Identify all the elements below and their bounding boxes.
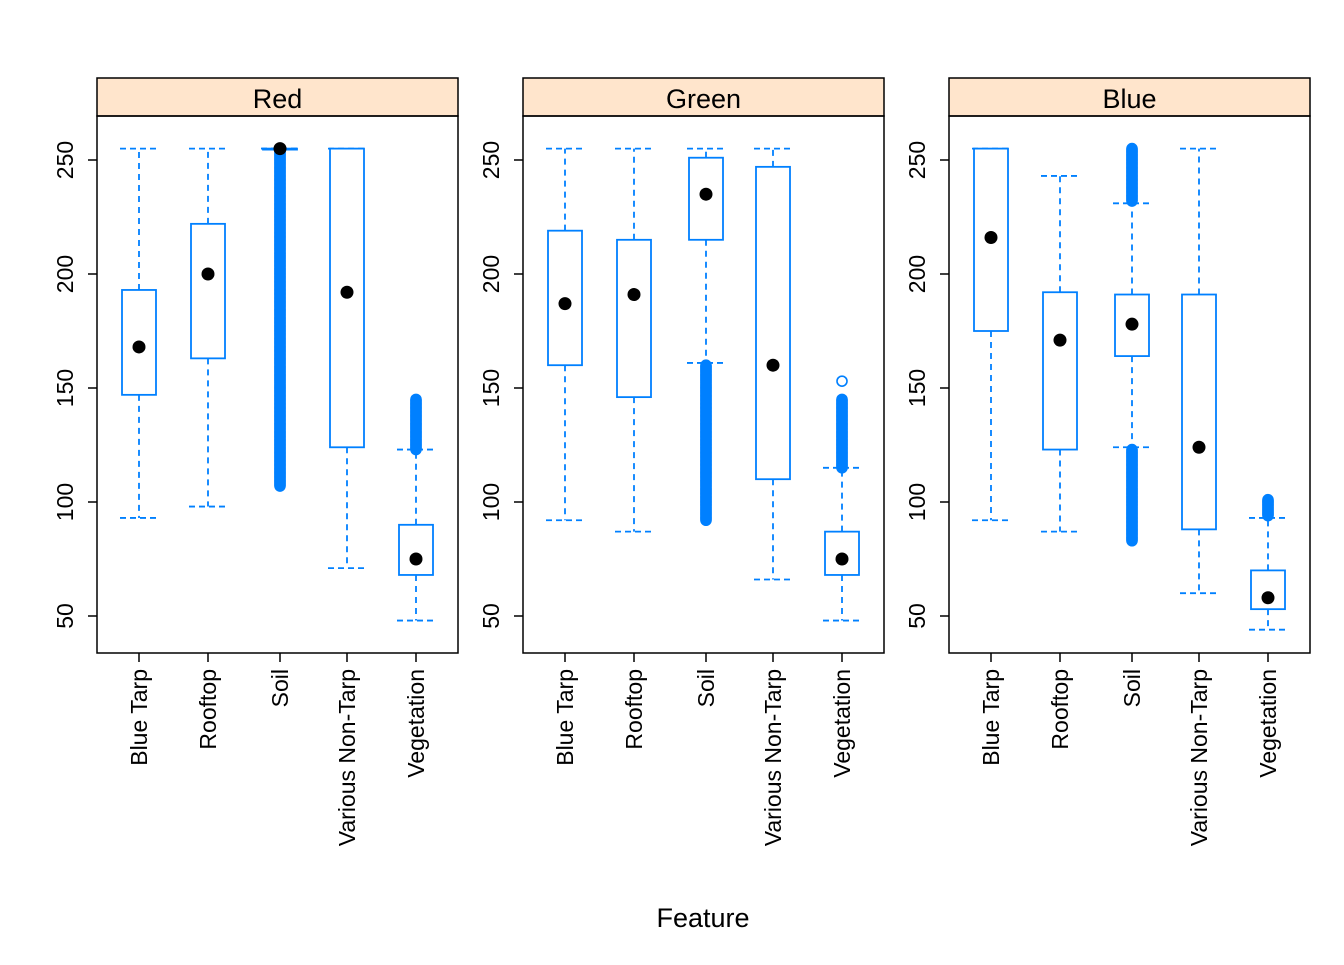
- x-category-label: Soil: [1119, 669, 1145, 707]
- panel-strip-label: Red: [253, 84, 303, 114]
- iqr-box: [824, 530, 860, 576]
- y-tick-label: 150: [52, 369, 78, 407]
- x-category-label: Soil: [267, 669, 293, 707]
- median-dot: [1261, 591, 1275, 605]
- x-category-label: Rooftop: [621, 669, 647, 750]
- iqr-box: [329, 147, 365, 449]
- box-blue-tarp: Blue Tarp: [120, 147, 158, 766]
- y-tick-label: 150: [904, 369, 930, 407]
- box-rooftop: Rooftop: [189, 147, 227, 750]
- panel-blue: Blue 50 100 150 200 250 Blue Tarp Rooftop Soil Va…: [904, 77, 1311, 846]
- iqr-box: [547, 229, 583, 367]
- y-tick-label: 250: [478, 141, 504, 179]
- y-tick-label: 200: [904, 255, 930, 293]
- box-vegetation: Vegetation: [397, 393, 435, 778]
- median-dot: [273, 142, 287, 156]
- median-dot: [1192, 440, 1206, 454]
- y-tick-label: 250: [904, 141, 930, 179]
- y-tick-label: 200: [52, 255, 78, 293]
- outlier-point: [1126, 443, 1138, 456]
- panel-strip: [96, 77, 459, 117]
- x-category-label: Soil: [693, 669, 719, 707]
- median-dot: [340, 285, 354, 299]
- panel-strip: [948, 77, 1311, 117]
- median-dot: [1053, 333, 1067, 347]
- x-category-label: Vegetation: [1255, 669, 1281, 778]
- panel-red: Red 50 100 150 200 250 Blue Tarp Rooftop Soil Var…: [52, 77, 459, 846]
- median-dot: [201, 267, 215, 281]
- x-category-label: Blue Tarp: [978, 669, 1004, 766]
- panel-strip-label: Blue: [1102, 84, 1156, 114]
- outlier-point: [836, 393, 848, 406]
- y-tick-label: 50: [52, 603, 78, 629]
- box-soil: Soil: [261, 142, 299, 707]
- iqr-box: [398, 523, 434, 576]
- panel-frame: [948, 115, 1311, 654]
- y-tick-label: 100: [904, 483, 930, 521]
- median-dot: [766, 358, 780, 372]
- iqr-box: [688, 156, 724, 241]
- y-tick-label: 100: [478, 483, 504, 521]
- median-dot: [1125, 317, 1139, 331]
- iqr-box: [1250, 569, 1286, 611]
- box-blue-tarp: Blue Tarp: [972, 147, 1010, 766]
- iqr-box: [616, 238, 652, 399]
- outlier-point: [410, 393, 422, 406]
- box-soil: Soil: [687, 147, 725, 707]
- iqr-box: [121, 289, 157, 396]
- panel-frame: [522, 115, 885, 654]
- box-vegetation: Vegetation: [1249, 493, 1287, 778]
- y-tick-label: 150: [478, 369, 504, 407]
- iqr-box: [755, 165, 791, 481]
- outlier-point: [836, 375, 848, 387]
- panel-green: Green 50 100 150 200 250 Blue Tarp Rooftop Soil V…: [478, 77, 885, 846]
- median-dot: [627, 288, 641, 302]
- x-category-label: Rooftop: [1047, 669, 1073, 750]
- median-dot: [699, 187, 713, 201]
- x-category-label: Blue Tarp: [552, 669, 578, 766]
- x-axis-label: Feature: [656, 903, 749, 933]
- median-dot: [835, 552, 849, 566]
- box-rooftop: Rooftop: [615, 147, 653, 750]
- x-category-label: Blue Tarp: [126, 669, 152, 766]
- iqr-box: [973, 147, 1009, 332]
- panel-frame: [96, 115, 459, 654]
- iqr-box: [1042, 291, 1078, 451]
- box-rooftop: Rooftop: [1041, 175, 1079, 750]
- box-vegetation: Vegetation: [823, 375, 861, 778]
- y-tick-label: 200: [478, 255, 504, 293]
- y-tick-label: 250: [52, 141, 78, 179]
- x-category-label: Various Non-Tarp: [760, 669, 786, 846]
- iqr-box: [1114, 293, 1150, 357]
- outlier-point: [1126, 142, 1138, 155]
- median-dot: [984, 231, 998, 245]
- box-blue-tarp: Blue Tarp: [546, 147, 584, 766]
- y-tick-label: 50: [904, 603, 930, 629]
- median-dot: [558, 297, 572, 311]
- median-dot: [132, 340, 146, 354]
- box-various-non-tarp: Various Non-Tarp: [754, 147, 792, 846]
- box-various-non-tarp: Various Non-Tarp: [328, 147, 366, 846]
- x-category-label: Various Non-Tarp: [334, 669, 360, 846]
- iqr-box: [1181, 293, 1217, 531]
- outlier-point: [700, 359, 712, 372]
- outlier-point: [1262, 493, 1274, 506]
- iqr-box: [190, 222, 226, 360]
- box-soil: Soil: [1113, 142, 1151, 707]
- box-various-non-tarp: Various Non-Tarp: [1180, 147, 1218, 846]
- x-category-label: Vegetation: [403, 669, 429, 778]
- median-dot: [409, 552, 423, 566]
- x-category-label: Various Non-Tarp: [1186, 669, 1212, 846]
- y-tick-label: 100: [52, 483, 78, 521]
- y-tick-label: 50: [478, 603, 504, 629]
- panel-strip-label: Green: [666, 84, 741, 114]
- x-category-label: Vegetation: [829, 669, 855, 778]
- x-category-label: Rooftop: [195, 669, 221, 750]
